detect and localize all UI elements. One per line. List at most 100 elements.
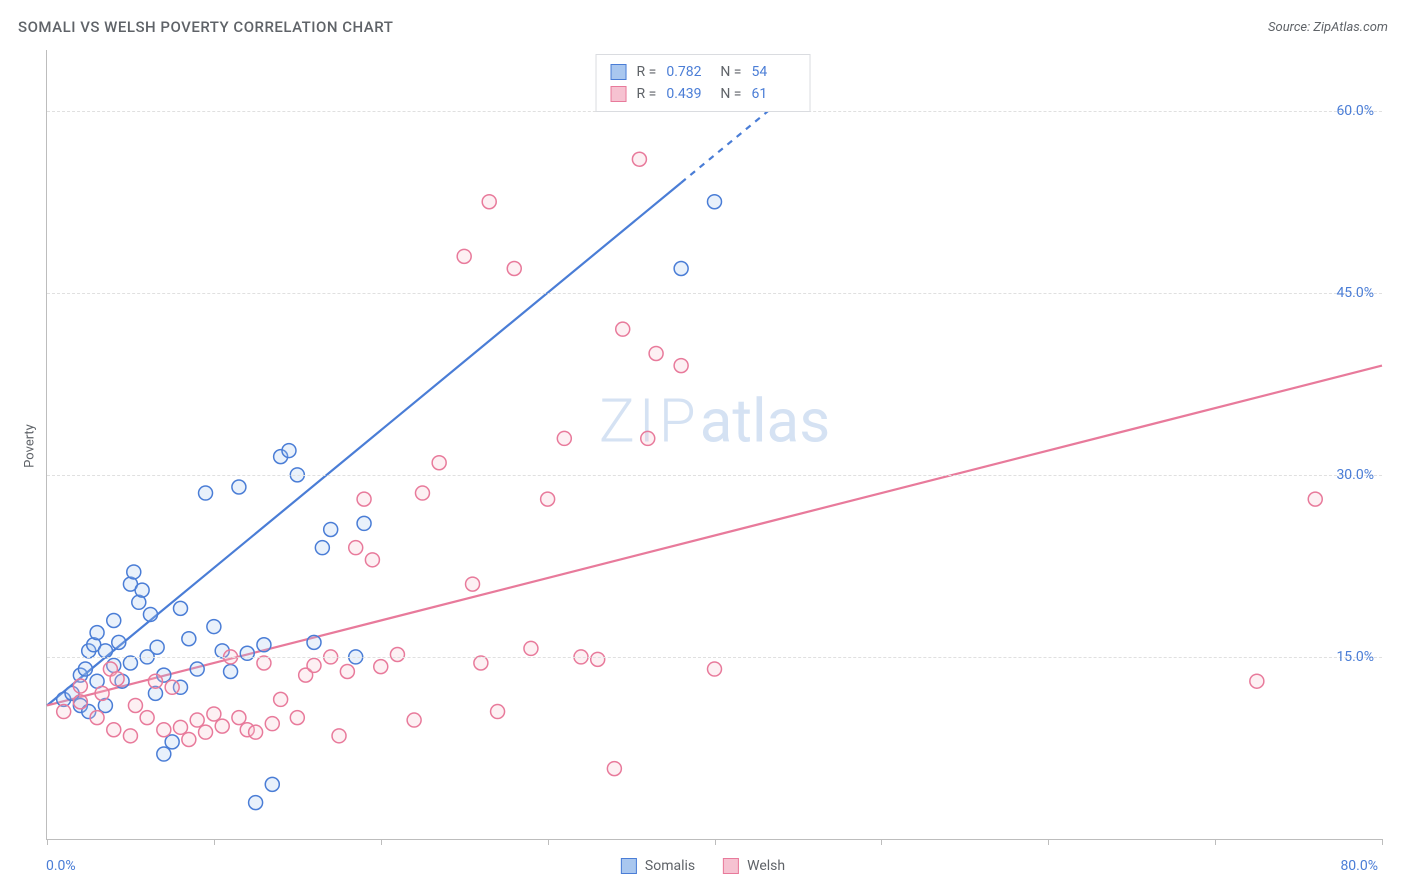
scatter-point — [607, 762, 621, 776]
scatter-point — [112, 635, 126, 649]
scatter-point — [507, 261, 521, 275]
scatter-point — [365, 553, 379, 567]
scatter-point — [557, 431, 571, 445]
r-value-welsh: 0.439 — [666, 83, 710, 105]
scatter-point — [207, 620, 221, 634]
scatter-point — [199, 486, 213, 500]
scatter-point — [357, 492, 371, 506]
scatter-point — [257, 656, 271, 670]
x-tick-mark — [1215, 839, 1216, 845]
x-axis-min-label: 0.0% — [46, 858, 76, 874]
correlation-legend: R = 0.782 N = 54 R = 0.439 N = 61 — [596, 54, 811, 112]
swatch-welsh — [611, 86, 627, 102]
y-tick-label: 15.0% — [1336, 649, 1374, 665]
scatter-point — [307, 635, 321, 649]
scatter-point — [215, 719, 229, 733]
scatter-point — [127, 565, 141, 579]
scatter-point — [374, 660, 388, 674]
scatter-point — [390, 647, 404, 661]
scatter-point — [1250, 674, 1264, 688]
scatter-point — [182, 632, 196, 646]
n-label: N = — [720, 83, 741, 105]
swatch-somalis — [611, 64, 627, 80]
y-tick-label: 45.0% — [1336, 285, 1374, 301]
scatter-point — [708, 662, 722, 676]
scatter-point — [1308, 492, 1322, 506]
scatter-point — [641, 431, 655, 445]
scatter-point — [73, 679, 87, 693]
x-tick-mark — [1382, 839, 1383, 845]
scatter-point — [232, 480, 246, 494]
correlation-row-somalis: R = 0.782 N = 54 — [611, 61, 796, 83]
r-value-somalis: 0.782 — [666, 61, 710, 83]
y-tick-label: 60.0% — [1336, 103, 1374, 119]
scatter-point — [78, 662, 92, 676]
n-label: N = — [720, 61, 741, 83]
scatter-point — [491, 705, 505, 719]
swatch-somalis — [621, 858, 637, 874]
scatter-point — [349, 541, 363, 555]
scatter-point — [190, 713, 204, 727]
scatter-point — [135, 583, 149, 597]
scatter-point — [290, 711, 304, 725]
scatter-point — [90, 711, 104, 725]
plot-area: ZIPatlas 15.0%30.0%45.0%60.0% — [46, 50, 1382, 840]
scatter-point — [190, 662, 204, 676]
scatter-point — [107, 723, 121, 737]
scatter-point — [474, 656, 488, 670]
scatter-point — [249, 725, 263, 739]
x-tick-mark — [715, 839, 716, 845]
scatter-point — [174, 720, 188, 734]
r-label: R = — [637, 83, 657, 105]
scatter-point — [674, 261, 688, 275]
scatter-point — [265, 777, 279, 791]
scatter-point — [110, 672, 124, 686]
legend-item-welsh: Welsh — [723, 858, 785, 874]
scatter-point — [265, 717, 279, 731]
scatter-point — [98, 644, 112, 658]
scatter-point — [107, 614, 121, 628]
scatter-point — [415, 486, 429, 500]
scatter-point — [165, 680, 179, 694]
scatter-point — [466, 577, 480, 591]
correlation-row-welsh: R = 0.439 N = 61 — [611, 83, 796, 105]
scatter-point — [240, 646, 254, 660]
scatter-point — [282, 444, 296, 458]
scatter-point — [174, 601, 188, 615]
scatter-point — [616, 322, 630, 336]
scatter-point — [128, 698, 142, 712]
scatter-point — [232, 711, 246, 725]
scatter-point — [95, 686, 109, 700]
scatter-point — [165, 735, 179, 749]
source-attribution: Source: ZipAtlas.com — [1268, 20, 1388, 35]
n-value-welsh: 61 — [751, 83, 795, 105]
scatter-point — [73, 695, 87, 709]
scatter-point — [708, 195, 722, 209]
scatter-point — [182, 732, 196, 746]
scatter-point — [324, 522, 338, 536]
scatter-point — [199, 725, 213, 739]
gridline — [47, 293, 1382, 294]
x-axis-max-label: 80.0% — [1340, 858, 1378, 874]
gridline — [47, 657, 1382, 658]
regression-line — [47, 183, 681, 706]
scatter-point — [123, 729, 137, 743]
scatter-point — [224, 664, 238, 678]
series-legend: Somalis Welsh — [621, 858, 785, 874]
legend-label-somalis: Somalis — [645, 858, 695, 874]
n-value-somalis: 54 — [751, 61, 795, 83]
scatter-point — [157, 747, 171, 761]
plot-svg — [47, 50, 1382, 839]
scatter-point — [57, 705, 71, 719]
legend-label-welsh: Welsh — [747, 858, 785, 874]
y-tick-label: 30.0% — [1336, 467, 1374, 483]
scatter-point — [649, 346, 663, 360]
scatter-point — [157, 723, 171, 737]
scatter-point — [257, 638, 271, 652]
x-tick-mark — [214, 839, 215, 845]
scatter-point — [357, 516, 371, 530]
scatter-point — [332, 729, 346, 743]
chart-container: SOMALI VS WELSH POVERTY CORRELATION CHAR… — [0, 0, 1406, 892]
scatter-point — [632, 152, 646, 166]
gridline — [47, 475, 1382, 476]
